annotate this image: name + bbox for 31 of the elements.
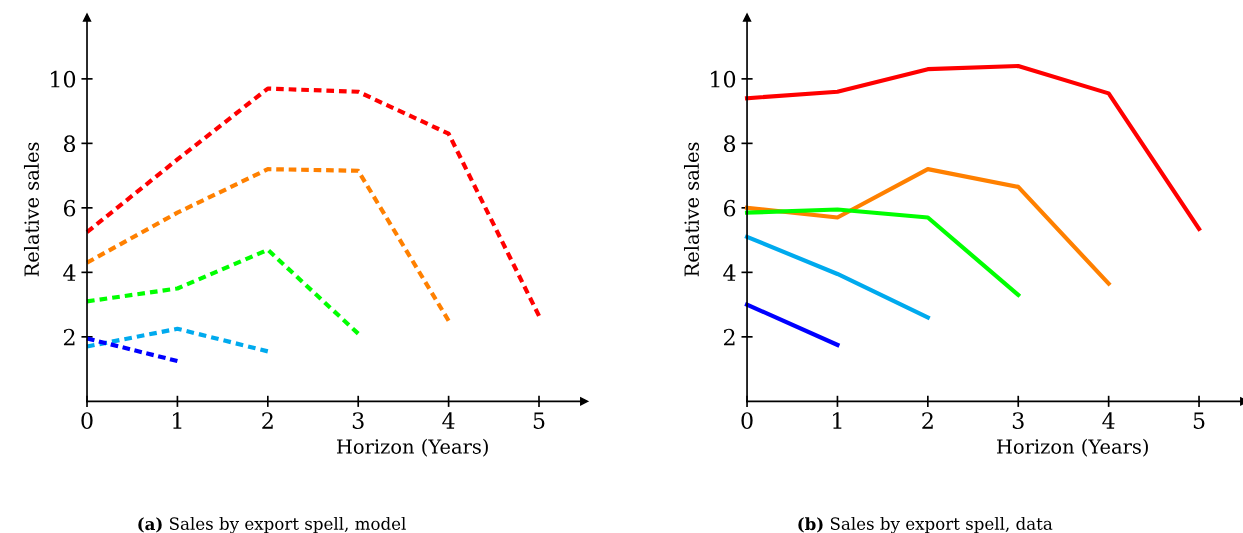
y-tick-label: 6 — [723, 199, 736, 217]
x-tick-label: 4 — [442, 412, 455, 429]
line-series — [744, 207, 1021, 298]
y-axis-title: Relative sales — [683, 142, 700, 277]
x-tick-label: 1 — [833, 412, 842, 429]
y-axis-title: Relative sales — [23, 142, 39, 277]
y-tick-label: 10 — [51, 70, 76, 88]
x-tick-label: 5 — [1193, 412, 1205, 429]
x-tick-label: 5 — [533, 412, 545, 429]
x-tick-label: 2 — [922, 412, 933, 429]
y-tick-label: 4 — [723, 264, 736, 281]
x-tick-label: 0 — [81, 412, 93, 429]
x-tick-label: 2 — [262, 412, 273, 429]
y-tick-label: 10 — [711, 70, 736, 88]
x-tick-label: 3 — [1012, 412, 1024, 429]
y-tick-label: 8 — [723, 135, 736, 153]
y-tick-label: 8 — [63, 135, 76, 153]
x-tick-label: 1 — [173, 412, 182, 429]
x-tick-label: 0 — [741, 412, 753, 429]
x-axis-title: Horizon (Years) — [997, 438, 1148, 457]
line-series — [744, 63, 1202, 231]
y-tick-label: 2 — [723, 328, 735, 346]
y-tick-label: 4 — [63, 264, 76, 281]
y-tick-label: 6 — [63, 199, 76, 217]
x-tick-label: 3 — [352, 412, 364, 429]
x-tick-label: 4 — [1102, 412, 1115, 429]
x-axis-title: Horizon (Years) — [336, 438, 488, 457]
y-tick-label: 2 — [63, 328, 75, 346]
line-series — [744, 167, 1111, 286]
text: (a) Sales by export spell, model — [138, 517, 406, 533]
text: (b) Sales by export spell, data — [798, 517, 1053, 533]
